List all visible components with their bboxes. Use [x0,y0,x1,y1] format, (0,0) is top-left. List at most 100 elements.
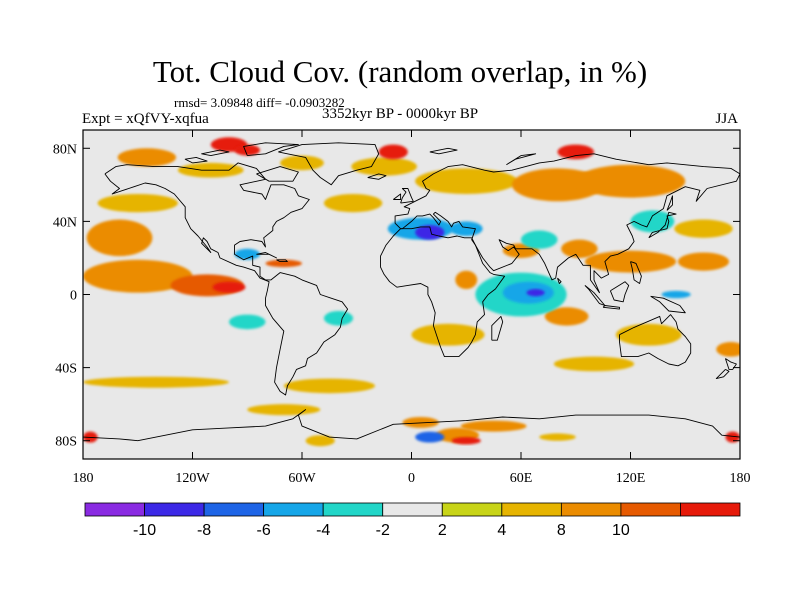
coastline [243,142,299,157]
colorbar-swatch [501,502,562,517]
anomaly-patch [526,289,545,297]
anomaly-patch [451,437,481,445]
anomaly-patch [323,193,383,213]
anomaly-patch [677,252,730,271]
anomaly-patch [83,376,229,388]
y-tick-label: 0 [70,289,77,304]
colorbar-label: 8 [557,522,566,539]
coastline [394,153,740,294]
colorbar-swatch [560,502,622,517]
coastline [104,162,349,396]
anomaly-patch [725,431,740,443]
coastline [429,147,458,155]
anomaly-patch [415,431,445,443]
anomaly-patch [544,307,589,326]
anomaly-patch [415,225,445,240]
colorbar-label: -8 [197,522,211,539]
colorbar-label: 2 [438,522,447,539]
colorbar-label: -10 [133,522,156,539]
coastline [584,285,606,306]
anomaly-patch [674,219,733,238]
coastline [650,295,686,314]
experiment-label: Expt = xQfVY-xqfua [82,111,209,127]
anomaly-patch [553,356,635,372]
anomaly-patch [707,305,737,328]
period-label: 3352kyr BP - 0000kyr BP [322,106,479,122]
coastline [609,281,630,303]
anomaly-patch [378,144,408,160]
coastline [380,226,506,358]
anomaly-patch [247,404,321,416]
y-tick-label: 40S [55,362,77,377]
anomaly-patch [212,281,246,293]
anomaly-patch [265,259,302,268]
coastline [491,315,504,341]
anomaly-patch [97,193,178,213]
coastline [256,252,277,259]
chart-title: Tot. Cloud Cov. (random overlap, in %) [152,54,648,89]
coastline [400,188,414,204]
x-tick-label: 60E [510,471,533,486]
colorbar-swatch [322,502,384,517]
anomaly-patch [415,168,518,194]
colorbar-swatch [84,502,145,517]
coastline [184,156,208,164]
colorbar-label: -2 [376,522,390,539]
anomaly-patch [615,323,682,346]
anomaly-patch [269,226,335,253]
anomaly-patch [234,144,261,156]
coastline [630,261,642,284]
colorbar-swatch [441,502,503,517]
colorbar-swatch [680,502,741,517]
anomaly-patch [382,437,405,445]
anomaly-patch [305,435,335,447]
coastline [724,358,737,370]
colorbar-label: -6 [257,522,271,539]
colorbar-swatch [144,502,205,517]
anomaly-patch [539,433,576,441]
coastline [648,211,677,239]
colorbar-swatch [263,502,324,517]
coastline [619,314,692,367]
anomaly-patch [460,420,527,432]
coastline [276,259,288,263]
coastline [557,277,562,284]
coastline [602,305,620,310]
y-tick-label: 80S [55,435,77,450]
anomaly-patch [440,360,492,375]
colorbar-swatch [620,502,681,517]
anomaly-patch [557,144,594,160]
anomaly-field [83,137,740,447]
colorbar: -10 -8 -6 -4 -2 2 4 8 10 [84,502,741,539]
anomaly-patch [716,342,740,357]
x-tick-label: 180 [730,471,751,486]
anomaly-patch [234,248,261,260]
coastline [506,153,537,166]
anomaly-patch [521,230,558,249]
anomaly-patch [280,155,324,171]
colorbar-swatch [382,502,443,517]
x-tick-label: 120E [616,471,646,486]
anomaly-patch [323,310,354,326]
colorbar-swatch [203,502,265,517]
coastline [666,195,673,211]
y-tick-label: 40N [53,215,77,230]
coastline [367,173,387,180]
coastline [715,369,730,380]
colorbar-label: 10 [612,522,630,539]
anomaly-patch [575,164,686,198]
anomaly-patch [455,270,478,290]
anomaly-patch [630,210,675,233]
anomaly-patch [229,314,266,330]
colorbar-label: 4 [497,522,506,539]
x-tick-label: 0 [408,471,415,486]
anomaly-patch [123,299,226,315]
anomaly-patch [411,323,485,346]
coastlines [83,142,740,442]
anomaly-patch [269,303,299,322]
anomaly-patch [449,221,483,237]
anomaly-patch [283,378,375,394]
latitude-axis: 80N 40N 0 40S 80S [53,142,740,450]
season-label: JJA [715,111,738,127]
